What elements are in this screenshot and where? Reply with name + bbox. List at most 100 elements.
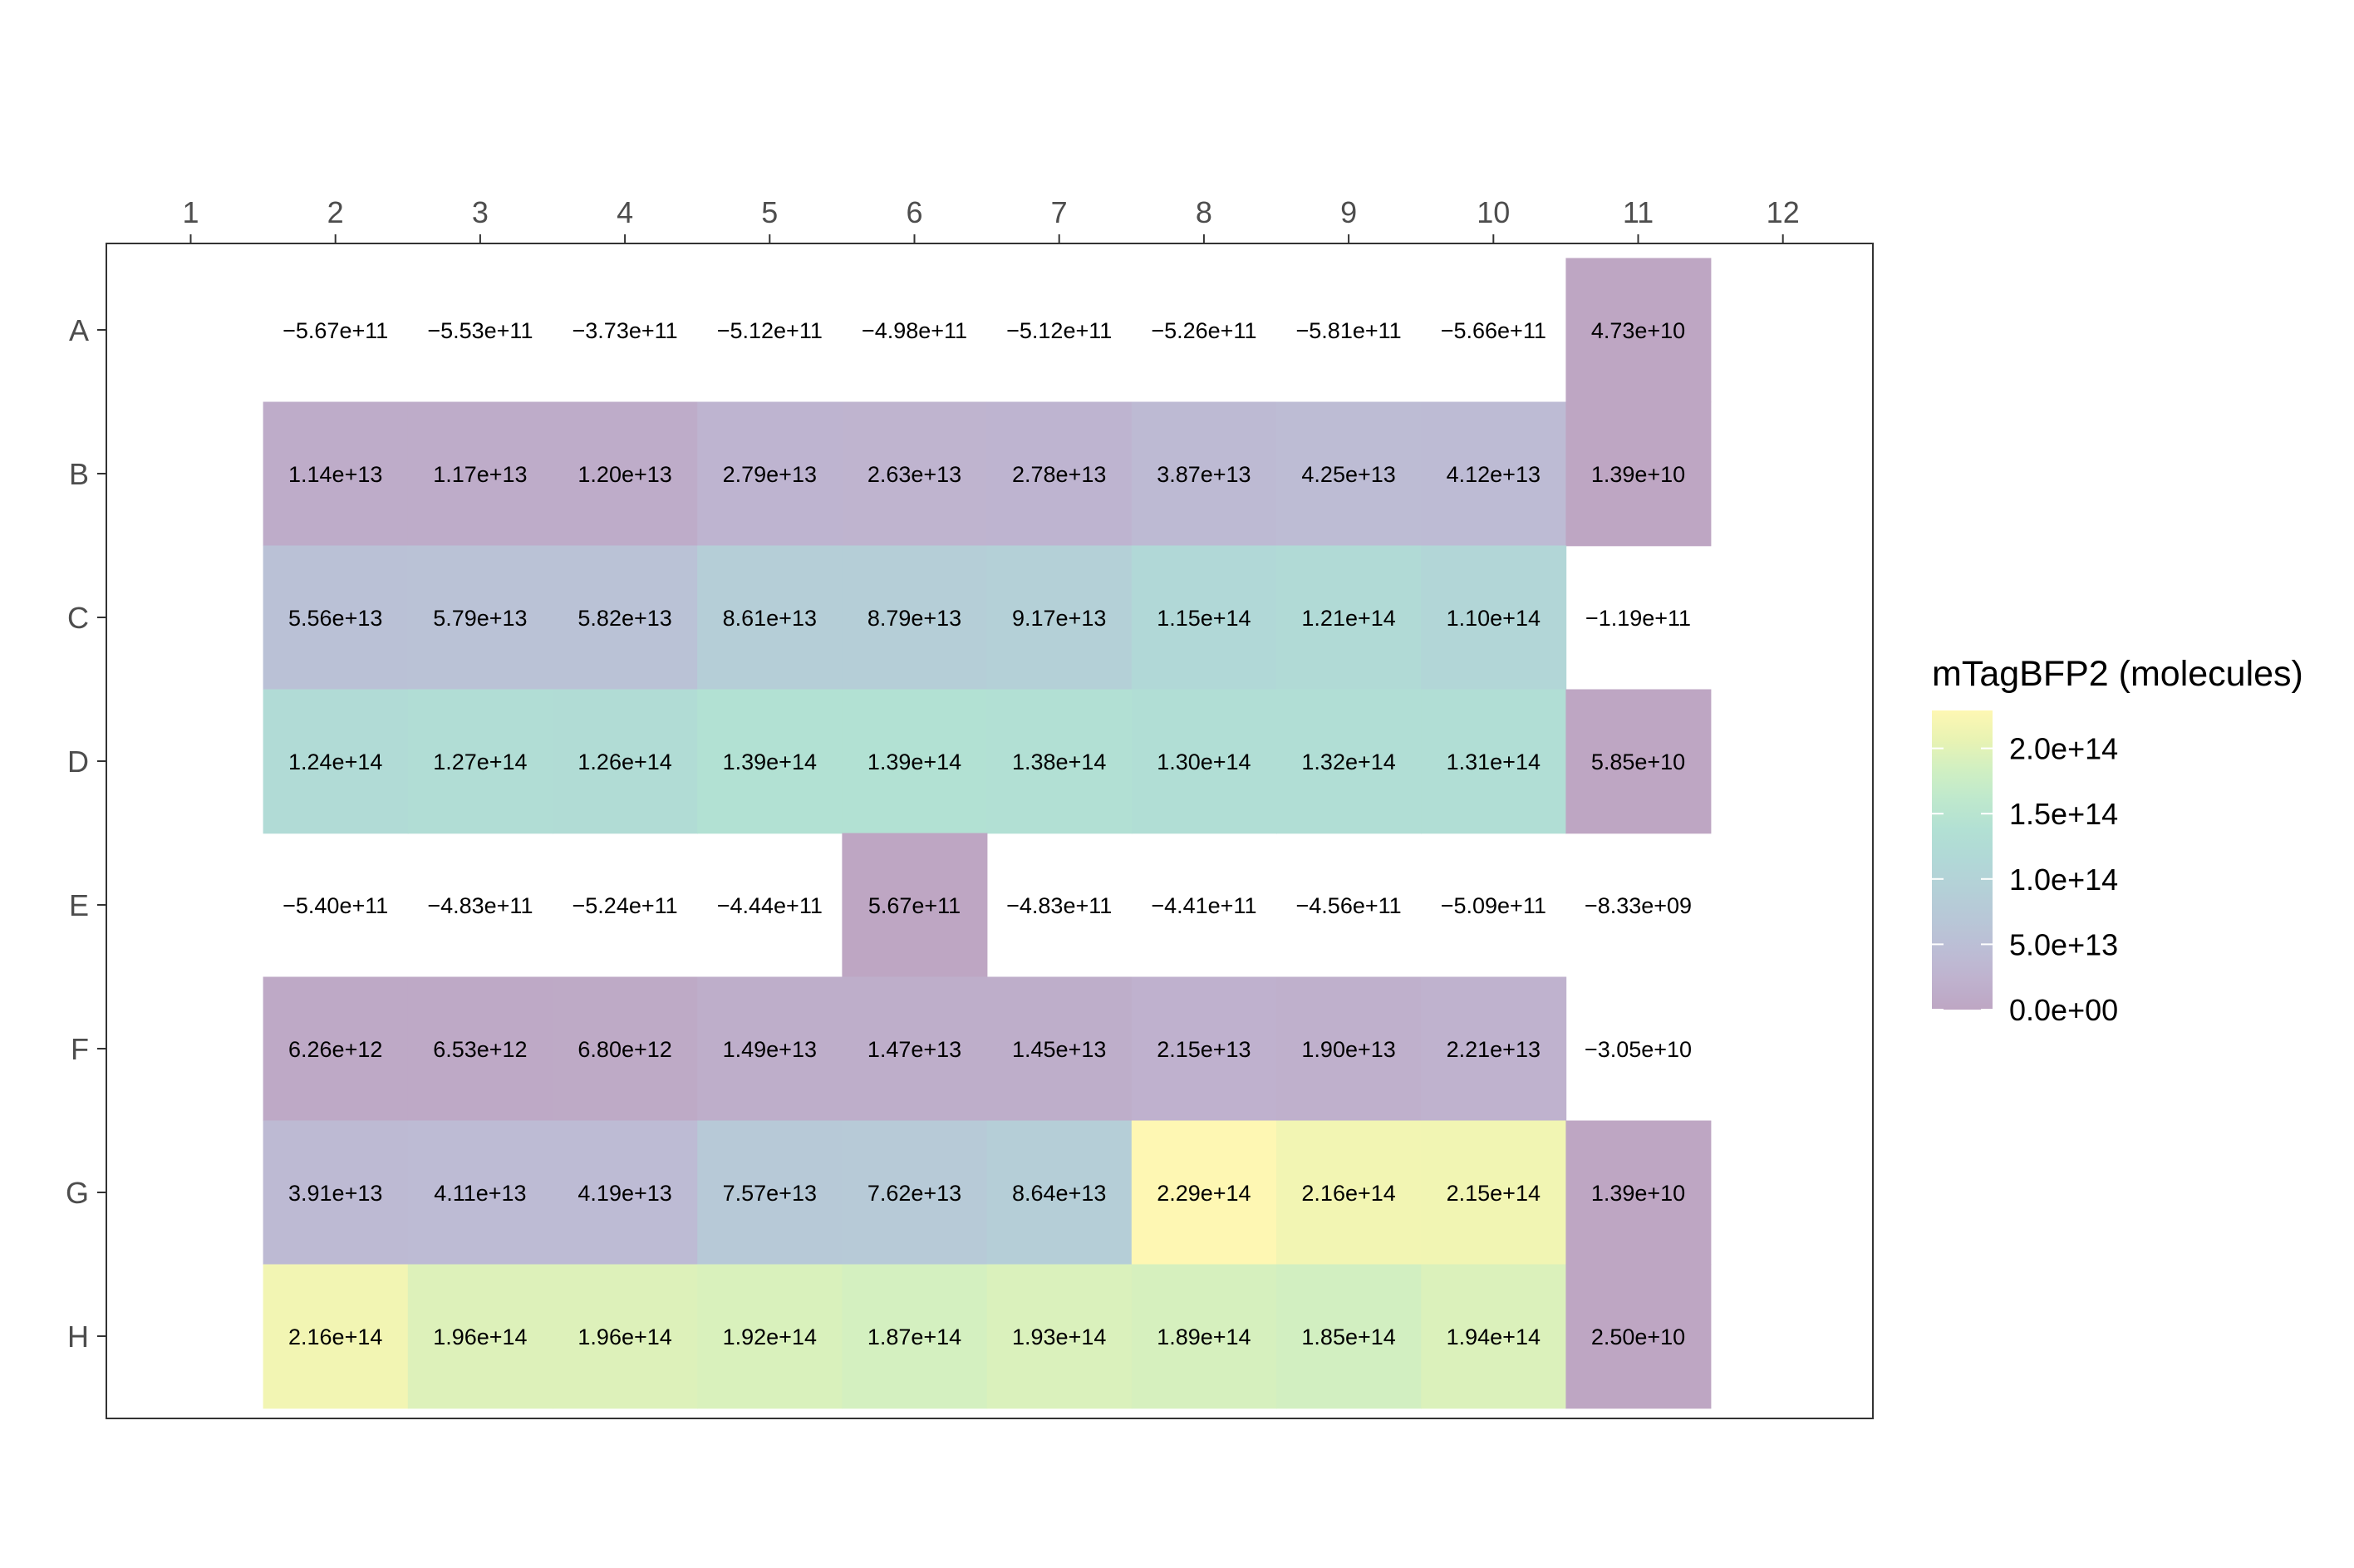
heatmap-cell-F8 — [1131, 976, 1277, 1122]
heatmap-cell-B10 — [1421, 401, 1567, 547]
cell-label-A10: −5.66e+11 — [1441, 318, 1546, 343]
cell-label-E7: −4.83e+11 — [1006, 893, 1112, 918]
legend-tick-label-2: 1.0e+14 — [2009, 863, 2118, 897]
cell-label-H11: 2.50e+10 — [1591, 1325, 1685, 1349]
cell-label-G10: 2.15e+14 — [1447, 1181, 1541, 1206]
heatmap-cell-C10 — [1421, 545, 1567, 691]
heatmap-cell-B6 — [842, 401, 988, 547]
heatmap-cell-B5 — [697, 401, 843, 547]
cell-label-G4: 4.19e+13 — [577, 1181, 671, 1206]
heatmap-cell-C8 — [1131, 545, 1277, 691]
y-tick-label-B: B — [69, 457, 89, 491]
heatmap-cell-D7 — [986, 689, 1133, 834]
heatmap-cell-C4 — [553, 545, 698, 691]
legend-ticks: 0.0e+00 5.0e+13 1.0e+14 1.5e+14 2.0e+14 — [1932, 732, 2118, 1027]
heatmap-cell-F6 — [842, 976, 988, 1122]
heatmap-cell-D4 — [553, 689, 698, 834]
heatmap-cell-D10 — [1421, 689, 1567, 834]
heatmap-cell-G11 — [1565, 1120, 1712, 1266]
heatmap-cell-D5 — [697, 689, 843, 834]
heatmap-cell-B8 — [1131, 401, 1277, 547]
cell-label-D6: 1.39e+14 — [867, 750, 961, 774]
heatmap-cell-F7 — [986, 976, 1133, 1122]
cell-label-C6: 8.79e+13 — [867, 606, 961, 631]
legend-tick-label-0: 0.0e+00 — [2009, 993, 2118, 1027]
cell-label-A8: −5.26e+11 — [1151, 318, 1256, 343]
heatmap-cell-B7 — [986, 401, 1133, 547]
cell-label-A9: −5.81e+11 — [1296, 318, 1402, 343]
cell-label-A7: −5.12e+11 — [1006, 318, 1112, 343]
cell-label-B4: 1.20e+13 — [577, 462, 671, 487]
y-tick-label-C: C — [67, 601, 89, 635]
cell-label-C7: 9.17e+13 — [1012, 606, 1106, 631]
cell-label-C10: 1.10e+14 — [1447, 606, 1541, 631]
heatmap-cell-H5 — [697, 1264, 843, 1409]
legend-tick-label-3: 1.5e+14 — [2009, 797, 2118, 831]
cell-label-B10: 4.12e+13 — [1447, 462, 1541, 487]
heatmap-cell-D3 — [407, 689, 553, 834]
y-tick-label-G: G — [66, 1176, 89, 1210]
heatmap-cell-labels: −5.67e+11 −5.53e+11 −3.73e+11 −5.12e+11 −4.9… — [283, 318, 1692, 1349]
cell-label-F4: 6.80e+12 — [577, 1037, 671, 1062]
y-tick-label-E: E — [69, 888, 89, 922]
heatmap-cell-G7 — [986, 1120, 1133, 1266]
heatmap-cell-D6 — [842, 689, 988, 834]
x-axis-top: 1 2 3 4 5 6 7 8 9 10 11 12 — [182, 195, 1800, 243]
heatmap-cell-C6 — [842, 545, 988, 691]
cell-label-G5: 7.57e+13 — [723, 1181, 817, 1206]
cell-label-E10: −5.09e+11 — [1441, 893, 1546, 918]
cell-label-E11: −8.33e+09 — [1585, 893, 1692, 918]
cell-label-D8: 1.30e+14 — [1157, 750, 1251, 774]
cell-label-F5: 1.49e+13 — [723, 1037, 817, 1062]
cell-label-F9: 1.90e+13 — [1301, 1037, 1395, 1062]
x-tick-label-1: 1 — [182, 195, 199, 229]
heatmap-cell-H11 — [1565, 1264, 1712, 1409]
cell-label-H10: 1.94e+14 — [1447, 1325, 1541, 1349]
cell-label-F11: −3.05e+10 — [1585, 1037, 1692, 1062]
x-tick-label-6: 6 — [906, 195, 922, 229]
cell-label-A5: −5.12e+11 — [717, 318, 823, 343]
heatmap-cell-G9 — [1276, 1120, 1422, 1266]
cell-label-G7: 8.64e+13 — [1012, 1181, 1106, 1206]
cell-label-D5: 1.39e+14 — [723, 750, 817, 774]
cell-label-H7: 1.93e+14 — [1012, 1325, 1106, 1349]
x-tick-label-9: 9 — [1340, 195, 1357, 229]
heatmap-cell-G10 — [1421, 1120, 1567, 1266]
y-tick-label-F: F — [71, 1032, 89, 1066]
cell-label-D10: 1.31e+14 — [1447, 750, 1541, 774]
heatmap-cell-F5 — [697, 976, 843, 1122]
cell-label-H6: 1.87e+14 — [867, 1325, 961, 1349]
cell-label-D3: 1.27e+14 — [433, 750, 527, 774]
cell-label-B9: 4.25e+13 — [1301, 462, 1395, 487]
legend-tick-label-4: 2.0e+14 — [2009, 732, 2118, 766]
heatmap-cell-G8 — [1131, 1120, 1277, 1266]
legend-colorbar — [1932, 710, 1993, 1010]
cell-label-H5: 1.92e+14 — [723, 1325, 817, 1349]
cell-label-F10: 2.21e+13 — [1447, 1037, 1541, 1062]
cell-label-F8: 2.15e+13 — [1157, 1037, 1251, 1062]
heatmap-cell-A11 — [1565, 258, 1712, 403]
heatmap-cell-D8 — [1131, 689, 1277, 834]
x-tick-label-5: 5 — [761, 195, 778, 229]
heatmap-cell-D2 — [263, 689, 409, 834]
cell-label-E4: −5.24e+11 — [573, 893, 678, 918]
y-tick-label-D: D — [67, 745, 89, 779]
cell-label-D9: 1.32e+14 — [1301, 750, 1395, 774]
y-tick-label-H: H — [67, 1320, 89, 1354]
cell-label-H4: 1.96e+14 — [577, 1325, 671, 1349]
cell-label-G6: 7.62e+13 — [867, 1181, 961, 1206]
cell-label-A11: 4.73e+10 — [1591, 318, 1685, 343]
heatmap-cell-G5 — [697, 1120, 843, 1266]
cell-label-F7: 1.45e+13 — [1012, 1037, 1106, 1062]
x-tick-label-4: 4 — [617, 195, 633, 229]
heatmap-cell-B4 — [553, 401, 698, 547]
y-tick-label-A: A — [69, 313, 89, 347]
legend-tick-label-1: 5.0e+13 — [2009, 927, 2118, 961]
cell-label-G8: 2.29e+14 — [1157, 1181, 1251, 1206]
cell-label-D2: 1.24e+14 — [288, 750, 382, 774]
heatmap-cell-C2 — [263, 545, 409, 691]
cell-label-F2: 6.26e+12 — [288, 1037, 382, 1062]
heatmap-cell-B3 — [407, 401, 553, 547]
heatmap-cell-C9 — [1276, 545, 1422, 691]
cell-label-B11: 1.39e+10 — [1591, 462, 1685, 487]
